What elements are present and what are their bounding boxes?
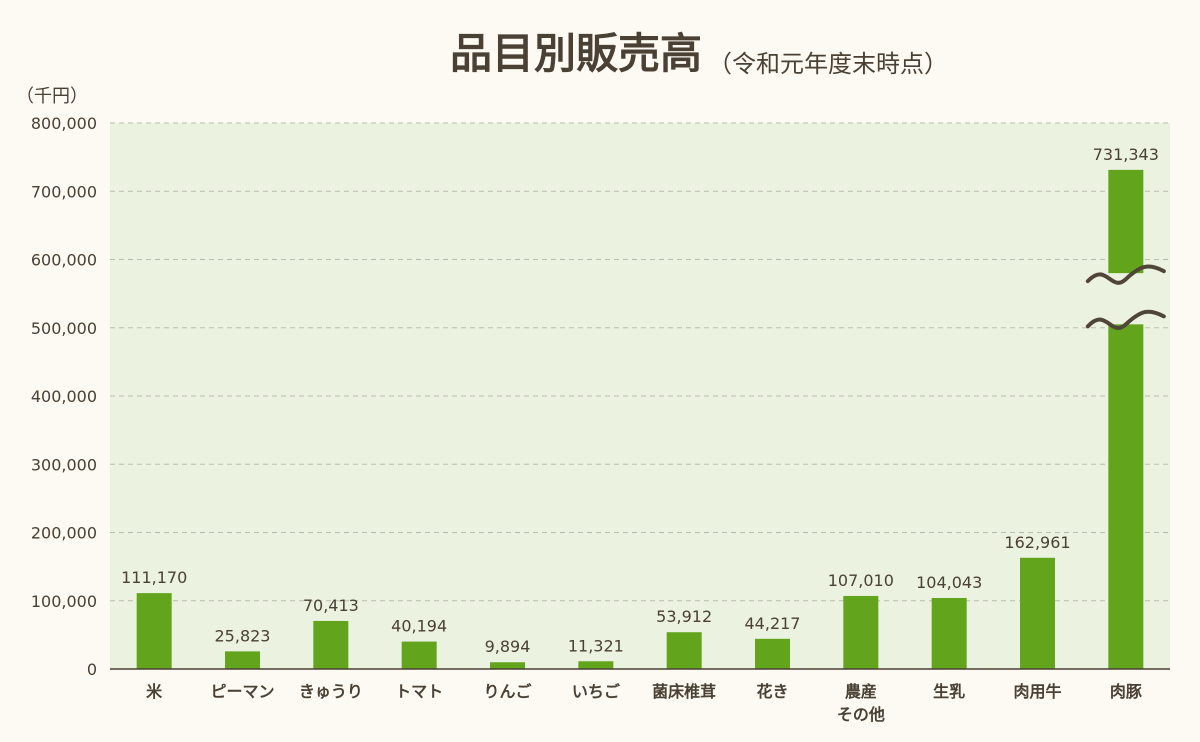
y-axis-unit: （千円）: [16, 86, 88, 107]
value-labels: 111,170 25,823 70,413 40,194 9,894 11,321 53,9…: [121, 145, 1159, 656]
bar-8: [755, 638, 790, 669]
break-wave-top: [1085, 264, 1166, 285]
y-tick-label: 700,000: [31, 182, 97, 201]
value-label: 11,321: [568, 636, 624, 655]
bar-9: [843, 595, 879, 669]
bars: [136, 169, 1144, 669]
y-tick-label: 400,000: [31, 387, 97, 406]
y-tick-label: 500,000: [31, 319, 97, 338]
value-label: 162,961: [1004, 533, 1070, 552]
bar-4: [401, 641, 437, 669]
x-tick-label: 肉用牛: [1013, 682, 1061, 701]
y-tick-label: 800,000: [31, 114, 97, 133]
chart-title: 品目別販売高: [450, 29, 702, 78]
value-label: 25,823: [215, 626, 271, 645]
value-label: 70,413: [303, 596, 359, 615]
x-tick-label: トマト: [395, 682, 443, 701]
x-tick-label: いちご: [572, 682, 620, 701]
y-tick-label: 300,000: [31, 455, 97, 474]
bar-2: [225, 651, 260, 669]
value-label: 53,912: [656, 607, 712, 626]
axis-break-mark: [1085, 264, 1166, 330]
bar-1: [136, 593, 172, 669]
value-label: 111,170: [121, 568, 187, 587]
y-tick-label: 200,000: [31, 524, 97, 543]
x-tick-label: ピーマン: [210, 682, 274, 701]
bar-5: [490, 662, 525, 669]
grid-lines: [110, 122, 1170, 602]
bar-3: [313, 620, 349, 669]
bar-6: [578, 661, 614, 669]
value-label: 104,043: [916, 573, 982, 592]
x-tick-label: りんご: [483, 682, 531, 701]
x-tick-label: 花き: [756, 682, 788, 701]
y-tick-label: 0: [87, 660, 97, 679]
x-tick-label: 農産その他: [837, 682, 885, 724]
bar-10: [931, 597, 967, 669]
value-label: 44,217: [745, 614, 801, 633]
y-tick-label: 100,000: [31, 592, 97, 611]
x-tick-label: 肉豚: [1110, 682, 1142, 701]
y-tick-label: 600,000: [31, 251, 97, 270]
x-axis-labels: 米 ピーマン きゅうり トマト りんご いちご 菌床椎茸 花き 農産その他 生乳 肉用牛 肉豚: [146, 682, 1142, 724]
value-label: 9,894: [485, 637, 531, 656]
bar-7: [666, 632, 702, 669]
break-wave-bottom: [1085, 309, 1166, 330]
x-tick-label: 菌床椎茸: [652, 682, 716, 701]
bar-11: [1020, 557, 1055, 669]
x-tick-label: 米: [146, 682, 163, 701]
value-label: 731,343: [1093, 145, 1159, 164]
chart-subtitle: （令和元年度末時点）: [708, 50, 948, 78]
y-axis-ticks: 0 100,000 200,000 300,000 400,000 500,000 600,…: [31, 114, 97, 679]
x-tick-label: 生乳: [933, 682, 965, 701]
x-tick-label: きゅうり: [299, 682, 363, 701]
value-label: 107,010: [828, 571, 894, 590]
value-label: 40,194: [391, 617, 447, 636]
bar-12: [1108, 169, 1144, 669]
